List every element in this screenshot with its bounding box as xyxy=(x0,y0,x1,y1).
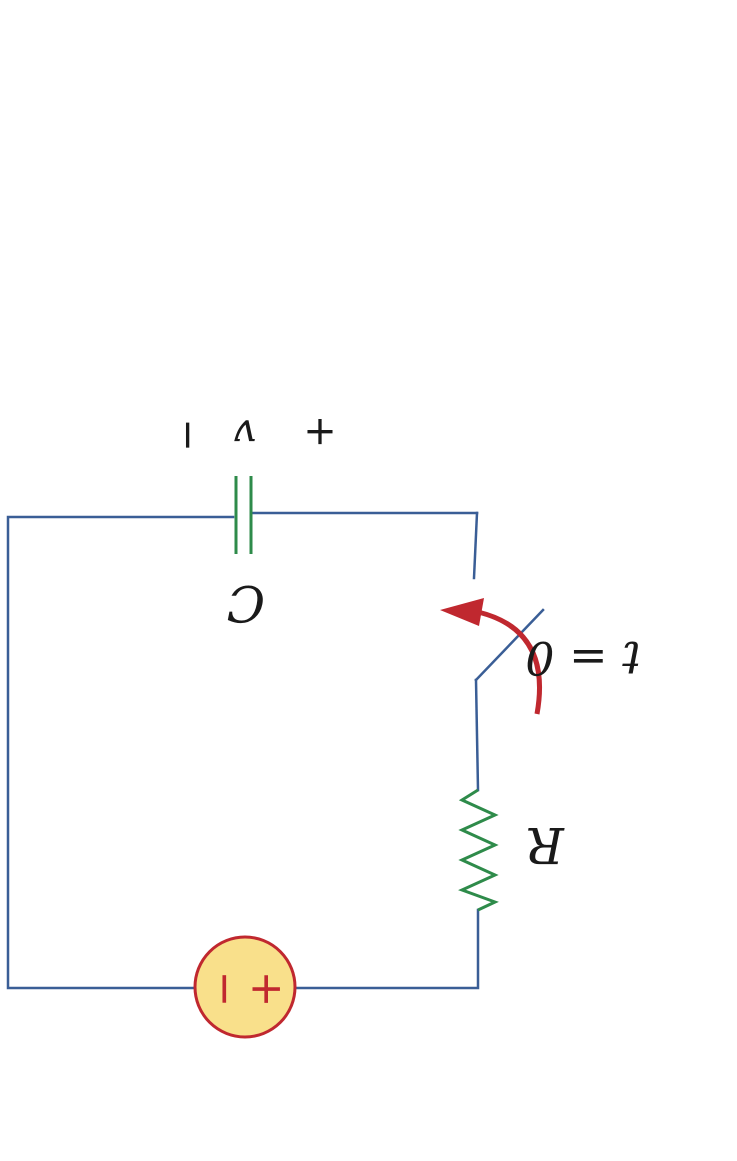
voltage-source xyxy=(193,935,297,1039)
wire-right-upper xyxy=(472,511,479,580)
switch-arrowhead xyxy=(440,598,484,626)
wire-top-left xyxy=(6,515,235,990)
capacitor-plus-sign: + xyxy=(303,409,337,455)
resistor-label: R xyxy=(526,816,565,874)
wire-right-middle xyxy=(474,678,480,792)
switch-blade xyxy=(474,608,545,682)
resistor-zigzag xyxy=(458,788,499,912)
switch-arrow xyxy=(477,609,543,715)
capacitor-minus-sign: − xyxy=(165,418,211,452)
capacitor-label: C xyxy=(227,574,265,632)
switch-time-label: t = 0 xyxy=(525,631,641,685)
wire-right-lower xyxy=(295,908,480,990)
source-minus-sign: − xyxy=(200,971,251,1008)
capacitor-voltage-label: v xyxy=(233,410,256,456)
source-plus-sign: + xyxy=(242,971,293,1008)
